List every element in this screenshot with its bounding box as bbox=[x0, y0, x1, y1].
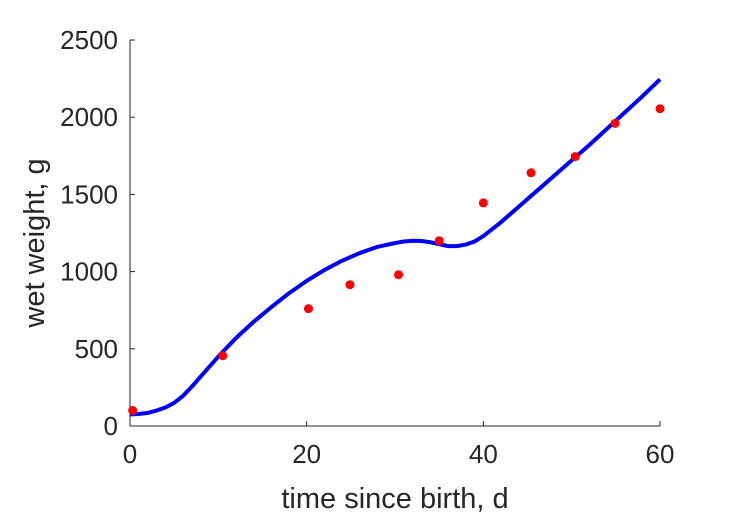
x-axis-label: time since birth, d bbox=[281, 483, 508, 515]
y-tick-label: 1500 bbox=[60, 179, 118, 209]
data-point bbox=[128, 406, 138, 416]
y-tick-label: 1000 bbox=[60, 257, 118, 287]
x-tick-label: 60 bbox=[646, 439, 675, 469]
axes: 0 20 40 60 0 500 1000 1500 2000 2500 bbox=[60, 25, 674, 469]
data-point bbox=[345, 280, 355, 290]
data-point bbox=[655, 104, 665, 114]
y-ticks: 0 500 1000 1500 2000 2500 bbox=[60, 25, 135, 441]
y-tick-label: 2500 bbox=[60, 25, 118, 55]
y-axis-label: wet weight, g bbox=[19, 158, 51, 328]
model-curve bbox=[129, 77, 662, 417]
data-points-group bbox=[128, 104, 665, 416]
data-point bbox=[526, 168, 536, 178]
y-tick-label: 2000 bbox=[60, 102, 118, 132]
data-point bbox=[478, 198, 488, 208]
y-tick-label: 500 bbox=[75, 334, 118, 364]
y-tick-label: 0 bbox=[104, 411, 118, 441]
data-point bbox=[394, 270, 404, 280]
x-tick-label: 0 bbox=[123, 439, 137, 469]
data-point bbox=[218, 351, 228, 361]
data-point bbox=[610, 118, 620, 128]
x-tick-label: 20 bbox=[292, 439, 321, 469]
data-point bbox=[303, 304, 313, 314]
data-point bbox=[434, 236, 444, 246]
x-ticks: 0 20 40 60 bbox=[123, 421, 675, 469]
x-tick-label: 40 bbox=[469, 439, 498, 469]
model-curve-group bbox=[129, 77, 662, 417]
data-point bbox=[570, 152, 580, 162]
